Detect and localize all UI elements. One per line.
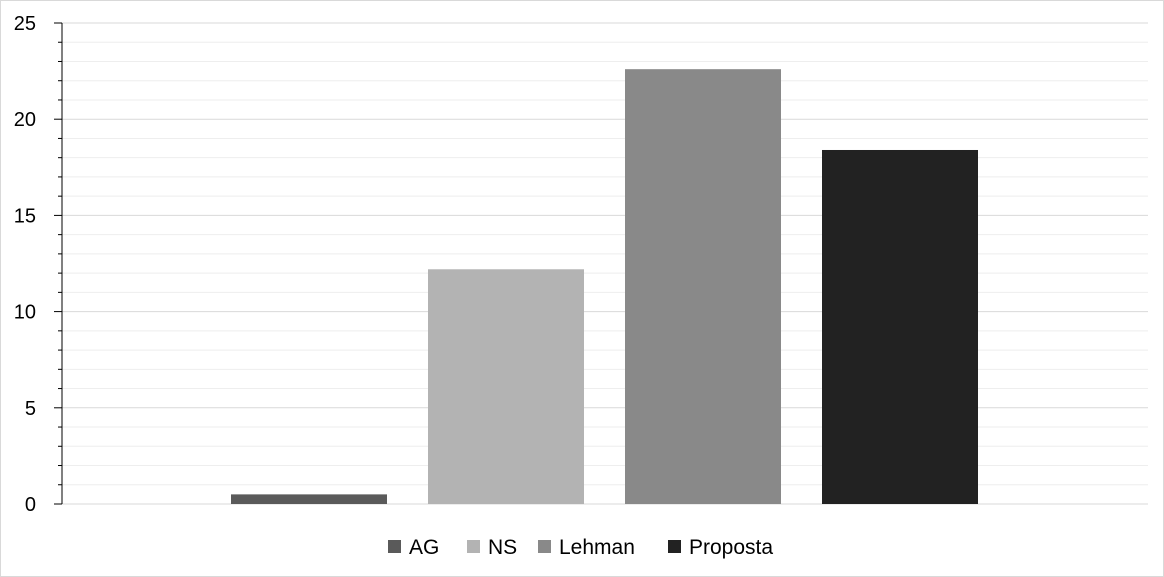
y-tick-label: 0 — [25, 494, 36, 516]
legend-swatch-ag — [388, 540, 401, 553]
bar-proposta — [822, 149, 978, 504]
y-tick-label: 5 — [25, 398, 36, 420]
legend-swatch-lehman — [538, 540, 551, 553]
bars — [231, 69, 978, 505]
legend: AG NS Lehman Proposta — [388, 536, 773, 559]
gridlines — [62, 22, 1148, 505]
legend-label-lehman: Lehman — [559, 536, 635, 559]
legend-label-ns: NS — [488, 536, 517, 559]
legend-swatch-ns — [467, 540, 480, 553]
bar-lehman — [625, 69, 781, 505]
legend-label-proposta: Proposta — [689, 536, 773, 559]
y-axis: 0 5 10 15 20 25 — [14, 13, 63, 516]
y-tick-label: 15 — [14, 205, 36, 227]
y-tick-label: 10 — [14, 302, 36, 324]
y-tick-label: 25 — [14, 13, 36, 35]
y-tick-label: 20 — [14, 109, 36, 131]
legend-label-ag: AG — [409, 536, 439, 559]
bar-ag — [231, 494, 387, 504]
legend-swatch-proposta — [668, 540, 681, 553]
bar-ns — [428, 269, 584, 504]
